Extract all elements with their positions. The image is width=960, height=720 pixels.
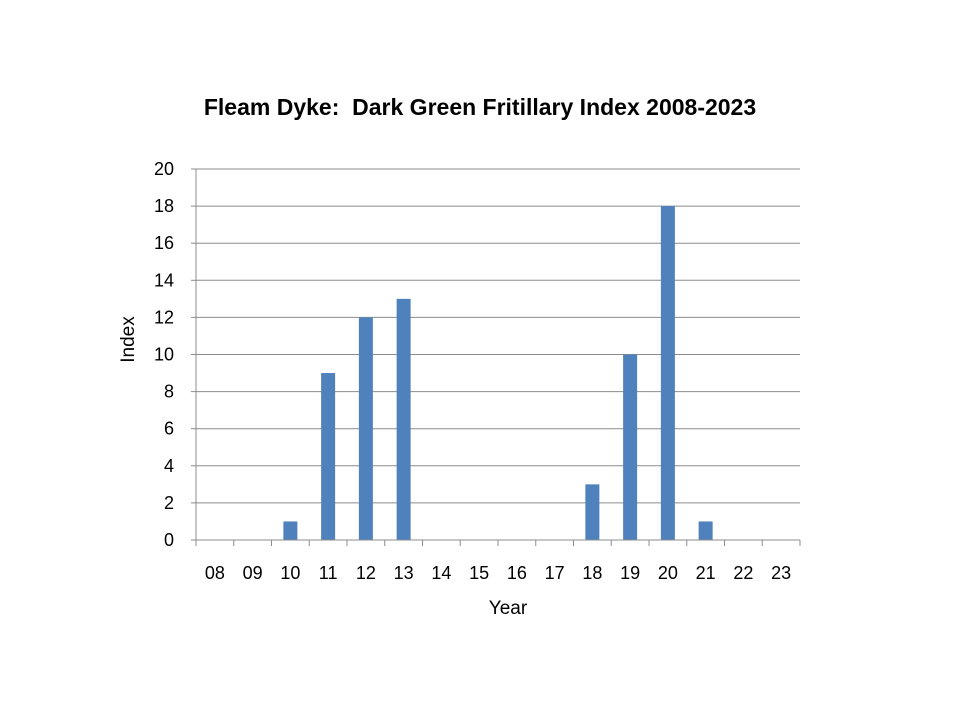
x-tick-labels: 08 09 10 11 12 13 14 15 16 17 18 19 20 21 22 23 — [205, 563, 791, 583]
axes — [195, 169, 800, 541]
bar-18 — [585, 484, 600, 540]
x-tick-label: 21 — [696, 563, 716, 583]
x-tick-label: 09 — [243, 563, 263, 583]
bar-20 — [660, 206, 675, 540]
bar-10 — [283, 521, 298, 540]
y-tick-label: 2 — [164, 493, 174, 513]
y-tick-label: 8 — [164, 382, 174, 402]
y-tick-label: 16 — [154, 233, 174, 253]
y-tick-labels: 0 2 4 6 8 10 12 14 16 18 20 — [154, 159, 174, 550]
y-tick-label: 18 — [154, 196, 174, 216]
chart-title: Fleam Dyke: Dark Green Fritillary Index … — [203, 94, 757, 120]
gridlines — [191, 168, 801, 546]
y-tick-label: 14 — [154, 270, 174, 290]
x-tick-label: 18 — [582, 563, 602, 583]
x-tick-label: 08 — [205, 563, 225, 583]
x-tick-label: 15 — [469, 563, 489, 583]
y-tick-label: 0 — [164, 530, 174, 550]
x-tick-label: 10 — [280, 563, 300, 583]
x-tick-label: 20 — [658, 563, 678, 583]
y-tick-label: 10 — [154, 345, 174, 365]
x-tick-label: 16 — [507, 563, 527, 583]
y-tick-label: 6 — [164, 419, 174, 439]
x-axis-title: Year — [489, 598, 528, 619]
bar-12 — [358, 317, 373, 540]
y-tick-label: 12 — [154, 307, 174, 327]
x-tick-label: 14 — [431, 563, 451, 583]
x-tick-label: 17 — [545, 563, 565, 583]
x-tick-label: 12 — [356, 563, 376, 583]
y-tick-label: 20 — [154, 159, 174, 179]
bars — [283, 206, 713, 540]
x-tick-label: 13 — [394, 563, 414, 583]
y-tick-label: 4 — [164, 456, 174, 476]
bar-19 — [623, 354, 638, 540]
x-tick-label: 22 — [733, 563, 753, 583]
x-tick-label: 19 — [620, 563, 640, 583]
bar-11 — [321, 373, 336, 540]
bar-13 — [396, 298, 411, 540]
y-axis-title: Index — [118, 316, 139, 363]
x-tick-label: 11 — [319, 563, 338, 583]
x-tick-label: 23 — [771, 563, 791, 583]
bar-21 — [698, 521, 713, 540]
